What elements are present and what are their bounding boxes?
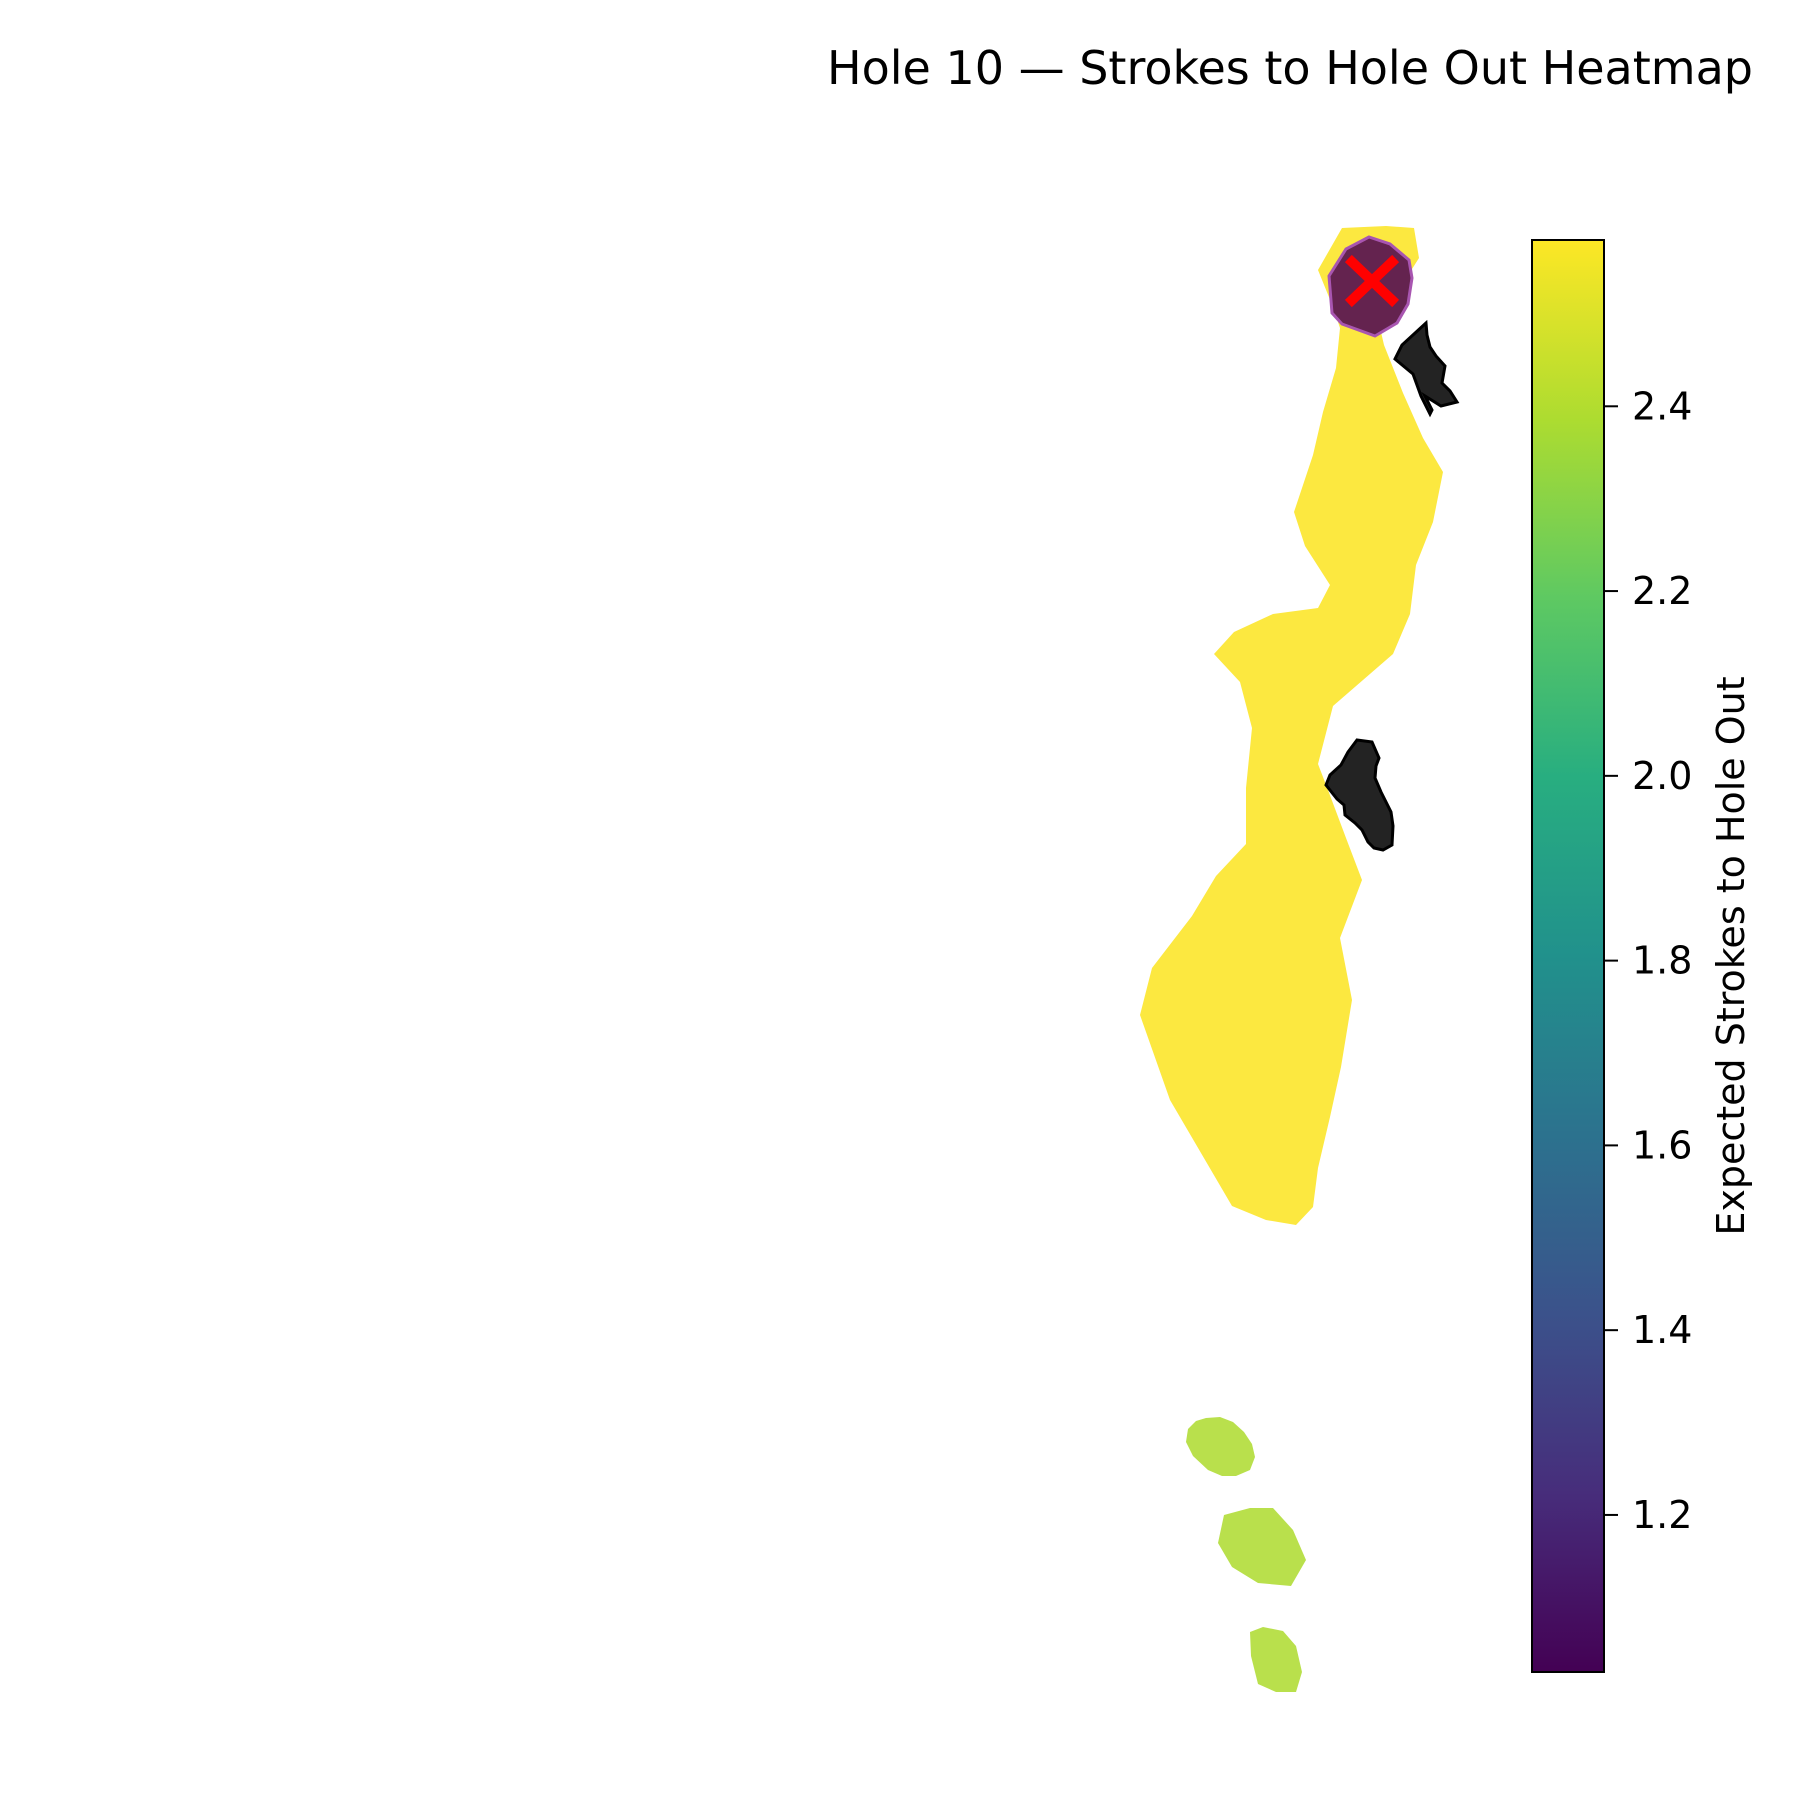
chart-title: Hole 10 — Strokes to Hole Out Heatmap <box>827 41 1753 95</box>
colorbar-tick-label: 2.0 <box>1632 754 1692 798</box>
colorbar-tick-label: 2.2 <box>1632 569 1692 613</box>
tee-upper-region <box>1186 1417 1255 1476</box>
bunker-middle <box>1324 738 1395 852</box>
heatmap-regions <box>1140 226 1443 1692</box>
hazards <box>1324 319 1460 852</box>
colorbar-tick-label: 1.8 <box>1632 939 1692 983</box>
tee-middle-region <box>1218 1508 1306 1586</box>
pin-marker <box>1344 254 1400 308</box>
tee-lower-region <box>1250 1627 1302 1692</box>
bunker-upper <box>1393 319 1460 418</box>
colorbar-gradient <box>1531 239 1605 1673</box>
colorbar-label: Expected Strokes to Hole Out <box>1709 676 1753 1235</box>
fairway-region <box>1140 226 1443 1225</box>
pin-x-icon <box>1344 254 1400 308</box>
colorbar-tick-label: 2.4 <box>1632 384 1692 428</box>
colorbar: 1.2 1.4 1.6 1.8 2.0 2.2 2.4 Expected Strokes t… <box>1531 239 1753 1673</box>
colorbar-tick-label: 1.2 <box>1632 1493 1692 1537</box>
colorbar-tick-label: 1.4 <box>1632 1308 1692 1352</box>
colorbar-tick-label: 1.6 <box>1632 1123 1692 1167</box>
colorbar-ticks: 1.2 1.4 1.6 1.8 2.0 2.2 2.4 <box>1604 384 1692 1537</box>
